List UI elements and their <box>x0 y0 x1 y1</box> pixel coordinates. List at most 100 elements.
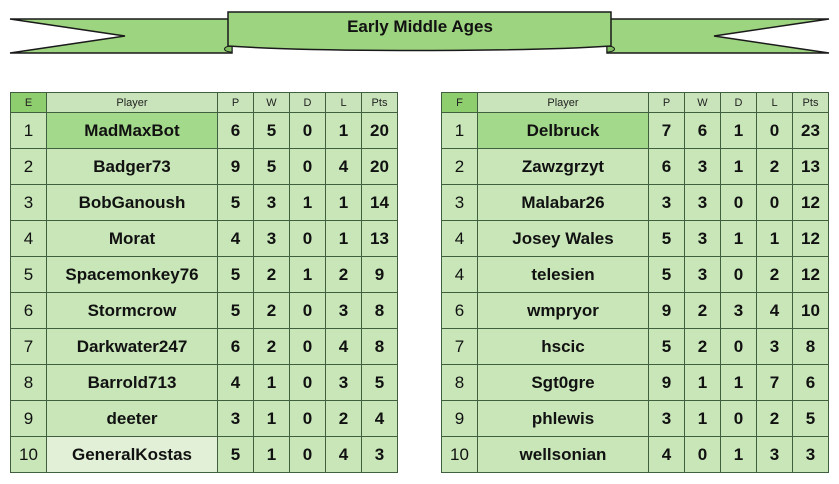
lost-cell: 2 <box>756 400 793 437</box>
won-cell: 3 <box>253 184 290 221</box>
points-cell: 23 <box>792 112 829 149</box>
table-row: 2 Zawzgrzyt 6 3 1 2 13 <box>441 148 829 185</box>
rank-cell: 9 <box>441 400 478 437</box>
played-cell: 5 <box>648 256 685 293</box>
won-cell: 6 <box>684 112 721 149</box>
played-cell: 4 <box>217 220 254 257</box>
drawn-cell: 0 <box>289 292 326 329</box>
points-cell: 13 <box>361 220 398 257</box>
played-cell: 9 <box>217 148 254 185</box>
table-header-row: F Player P W D L Pts <box>441 92 829 113</box>
ribbon-graphic <box>9 11 830 54</box>
player-cell: Stormcrow <box>46 292 218 329</box>
played-cell: 5 <box>217 436 254 473</box>
table-row: 4 Josey Wales 5 3 1 1 12 <box>441 220 829 257</box>
player-cell: GeneralKostas <box>46 436 218 473</box>
points-cell: 8 <box>361 292 398 329</box>
table-row: 1 MadMaxBot 6 5 0 1 20 <box>10 112 398 149</box>
drawn-cell: 0 <box>289 220 326 257</box>
table-row: 5 Spacemonkey76 5 2 1 2 9 <box>10 256 398 293</box>
lost-cell: 4 <box>325 148 362 185</box>
lost-cell: 2 <box>325 400 362 437</box>
won-cell: 2 <box>684 328 721 365</box>
group-e-table: E Player P W D L Pts 1 MadMaxBot 6 5 0 1 20 2 Ba… <box>10 92 398 473</box>
played-cell: 5 <box>648 328 685 365</box>
drawn-cell: 0 <box>289 148 326 185</box>
points-cell: 20 <box>361 112 398 149</box>
points-cell: 12 <box>792 184 829 221</box>
column-header-drawn: D <box>720 92 757 113</box>
points-cell: 9 <box>361 256 398 293</box>
lost-cell: 1 <box>756 220 793 257</box>
played-cell: 9 <box>648 364 685 401</box>
points-cell: 10 <box>792 292 829 329</box>
table-row: 1 Delbruck 7 6 1 0 23 <box>441 112 829 149</box>
table-row: 2 Badger73 9 5 0 4 20 <box>10 148 398 185</box>
ribbon-right-tail <box>606 18 830 54</box>
player-cell: Spacemonkey76 <box>46 256 218 293</box>
rank-cell: 4 <box>441 256 478 293</box>
drawn-cell: 1 <box>720 220 757 257</box>
played-cell: 7 <box>648 112 685 149</box>
lost-cell: 3 <box>756 436 793 473</box>
played-cell: 3 <box>217 400 254 437</box>
lost-cell: 2 <box>756 256 793 293</box>
won-cell: 1 <box>253 400 290 437</box>
won-cell: 2 <box>253 256 290 293</box>
points-cell: 20 <box>361 148 398 185</box>
table-row: 7 Darkwater247 6 2 0 4 8 <box>10 328 398 365</box>
player-cell: telesien <box>477 256 649 293</box>
player-cell: Barrold713 <box>46 364 218 401</box>
table-row: 8 Sgt0gre 9 1 1 7 6 <box>441 364 829 401</box>
points-cell: 13 <box>792 148 829 185</box>
banner-title: Early Middle Ages <box>347 17 493 36</box>
lost-cell: 7 <box>756 364 793 401</box>
points-cell: 4 <box>361 400 398 437</box>
won-cell: 3 <box>684 220 721 257</box>
column-header-player: Player <box>46 92 218 113</box>
played-cell: 5 <box>648 220 685 257</box>
played-cell: 3 <box>648 400 685 437</box>
played-cell: 9 <box>648 292 685 329</box>
column-header-player: Player <box>477 92 649 113</box>
table-row: 4 Morat 4 3 0 1 13 <box>10 220 398 257</box>
table-row: 8 Barrold713 4 1 0 3 5 <box>10 364 398 401</box>
group-label: E <box>10 92 47 113</box>
rank-cell: 6 <box>441 292 478 329</box>
won-cell: 1 <box>684 364 721 401</box>
rank-cell: 4 <box>10 220 47 257</box>
lost-cell: 3 <box>325 292 362 329</box>
group-label: F <box>441 92 478 113</box>
won-cell: 1 <box>253 364 290 401</box>
rank-cell: 8 <box>441 364 478 401</box>
drawn-cell: 0 <box>720 400 757 437</box>
drawn-cell: 1 <box>289 256 326 293</box>
rank-cell: 7 <box>10 328 47 365</box>
points-cell: 14 <box>361 184 398 221</box>
title-banner: Early Middle Ages <box>0 0 839 70</box>
won-cell: 3 <box>684 148 721 185</box>
lost-cell: 4 <box>756 292 793 329</box>
drawn-cell: 0 <box>289 328 326 365</box>
lost-cell: 3 <box>756 328 793 365</box>
played-cell: 5 <box>217 292 254 329</box>
played-cell: 3 <box>648 184 685 221</box>
table-row: 10 wellsonian 4 0 1 3 3 <box>441 436 829 473</box>
points-cell: 3 <box>792 436 829 473</box>
rank-cell: 7 <box>441 328 478 365</box>
table-row: 9 deeter 3 1 0 2 4 <box>10 400 398 437</box>
lost-cell: 3 <box>325 364 362 401</box>
rank-cell: 3 <box>10 184 47 221</box>
played-cell: 4 <box>648 436 685 473</box>
rank-cell: 5 <box>10 256 47 293</box>
table-row: 9 phlewis 3 1 0 2 5 <box>441 400 829 437</box>
rank-cell: 6 <box>10 292 47 329</box>
drawn-cell: 0 <box>289 112 326 149</box>
won-cell: 3 <box>253 220 290 257</box>
won-cell: 5 <box>253 148 290 185</box>
won-cell: 2 <box>684 292 721 329</box>
won-cell: 3 <box>684 184 721 221</box>
drawn-cell: 1 <box>720 148 757 185</box>
table-row: 10 GeneralKostas 5 1 0 4 3 <box>10 436 398 473</box>
drawn-cell: 1 <box>720 112 757 149</box>
